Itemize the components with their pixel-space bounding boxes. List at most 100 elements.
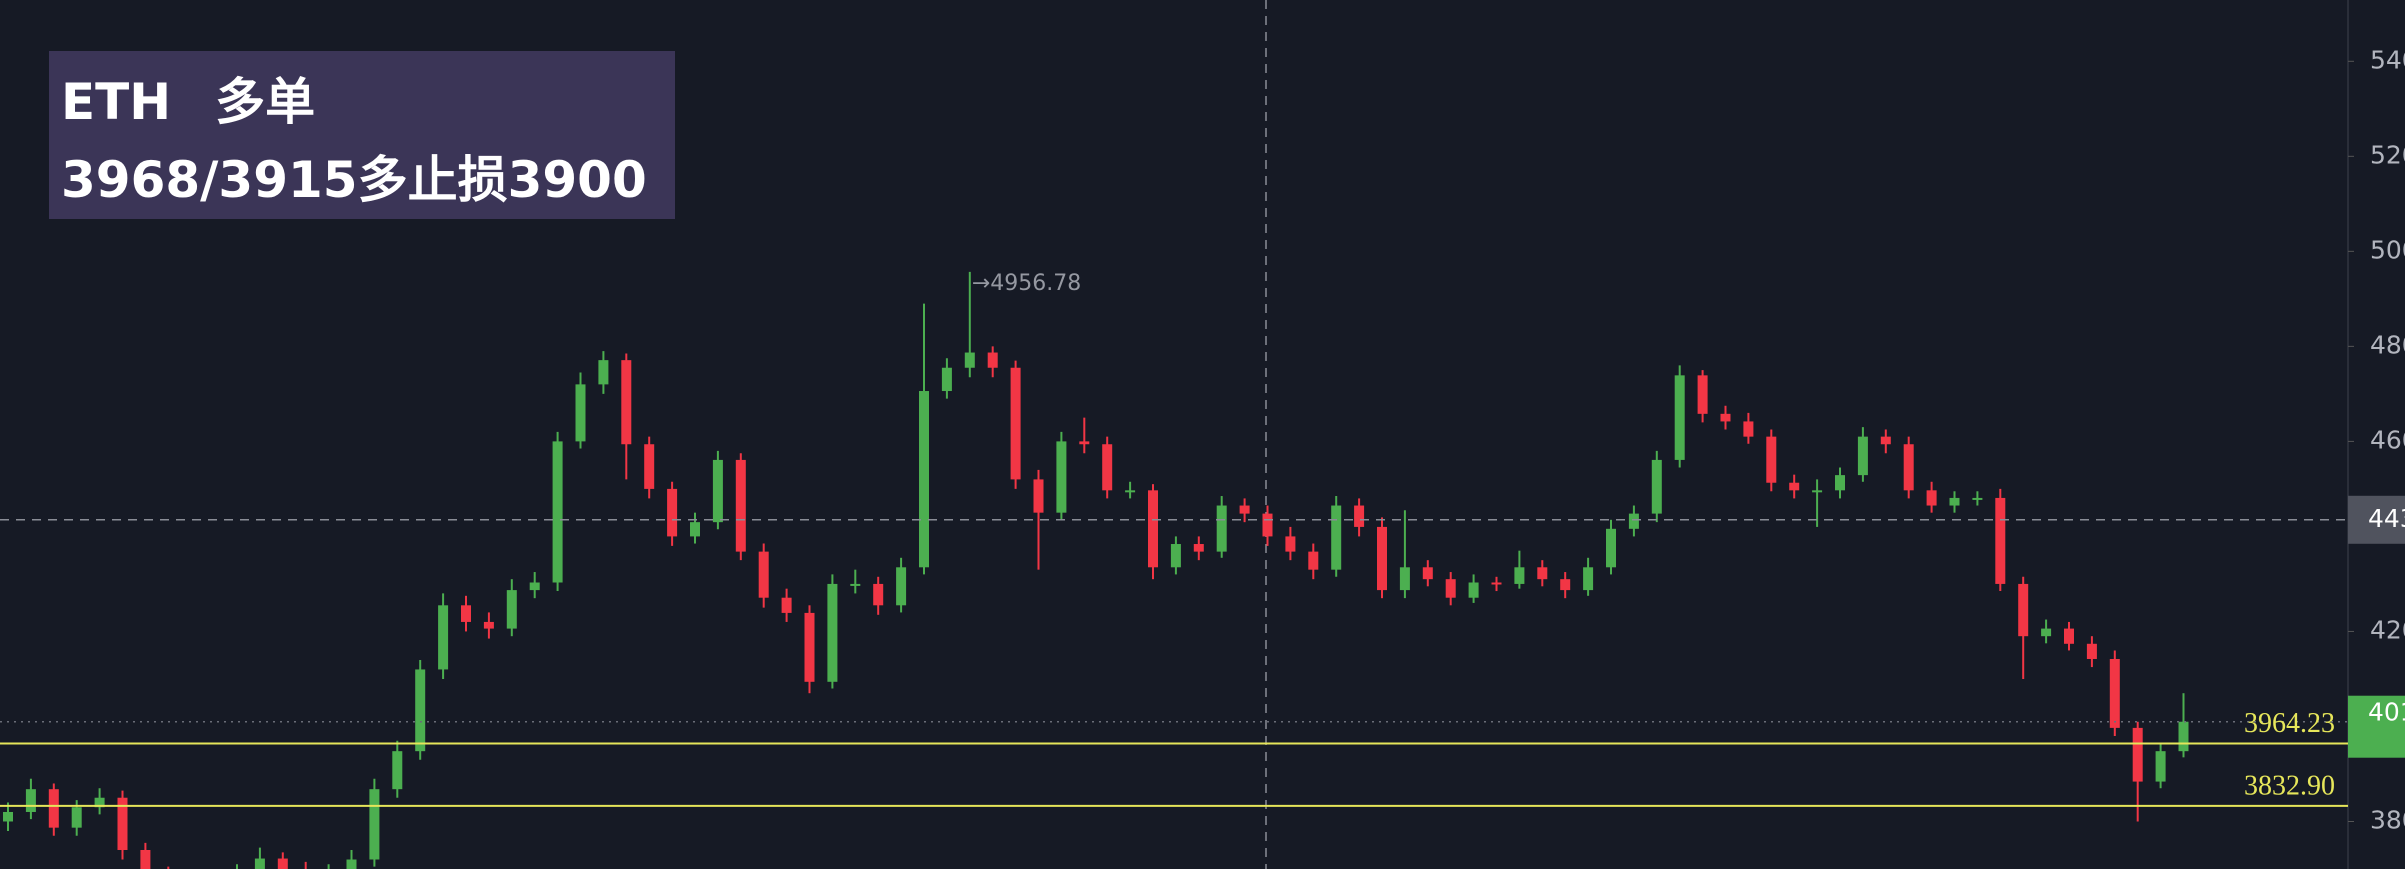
candle-body	[1033, 479, 1044, 513]
candle-body	[1125, 490, 1136, 493]
y-tick-label: 4800	[2370, 330, 2405, 359]
info-box: ETH 多单 3968/3915多止损3900	[49, 51, 675, 219]
crosshair-label-box	[2348, 495, 2405, 544]
candle-body	[919, 391, 929, 568]
candle-body	[2086, 643, 2097, 659]
candle-body	[1399, 567, 1410, 591]
candle-body	[1583, 567, 1594, 591]
candle-body	[850, 583, 861, 586]
y-tick-label: 4200	[2370, 615, 2405, 644]
candle-body	[1949, 497, 1960, 506]
candle-body	[667, 488, 678, 537]
candle-body	[392, 751, 403, 790]
candle-body	[1903, 444, 1914, 491]
candle-body	[598, 360, 609, 385]
candle-body	[1789, 482, 1800, 491]
candle-body	[1193, 544, 1204, 552]
candle-body	[529, 582, 540, 591]
candle-body	[1766, 436, 1777, 483]
candle-body	[1857, 436, 1868, 476]
candle-body	[1285, 536, 1296, 552]
candle-body	[690, 522, 700, 537]
level-label: 3964.23	[2244, 708, 2335, 739]
symbol: ETH	[61, 73, 172, 131]
candle-body	[758, 551, 769, 598]
candle-body	[644, 444, 655, 489]
candle-body	[1926, 490, 1937, 506]
y-tick-label: 3800	[2370, 805, 2405, 834]
crosshair-label: 4435	[2368, 504, 2405, 533]
candle-body	[1491, 582, 1502, 585]
candle-body	[1468, 582, 1479, 598]
candle-body	[1880, 436, 1891, 445]
candle-body	[827, 583, 838, 682]
candle-body	[1377, 526, 1387, 591]
candle-body	[1743, 421, 1754, 437]
candle-body	[1674, 375, 1685, 460]
y-tick-label: 5000	[2370, 235, 2405, 264]
candle-body	[483, 621, 494, 629]
candle-body	[1445, 579, 1456, 598]
candle-body	[117, 797, 128, 850]
candle-body	[1148, 490, 1158, 568]
candle-body	[1010, 367, 1021, 480]
candle-body	[1354, 505, 1365, 527]
candle-body	[1331, 505, 1342, 570]
candle-body	[1056, 441, 1067, 513]
y-tick-label: 4600	[2370, 425, 2405, 454]
candle-body	[94, 797, 105, 808]
candle-body	[1628, 513, 1639, 529]
candle-body	[1537, 567, 1548, 580]
candle-body	[1239, 505, 1250, 514]
candle-body	[2064, 628, 2074, 644]
candle-body	[2132, 727, 2143, 782]
candle-body	[575, 384, 586, 442]
candle-body	[277, 858, 288, 869]
candle-body	[1079, 441, 1090, 445]
candle-body	[1308, 551, 1319, 570]
candle-body	[71, 807, 82, 828]
candle-body	[1720, 413, 1731, 422]
candle-body	[964, 352, 975, 368]
candle-body	[896, 567, 907, 606]
candle-body	[712, 459, 723, 523]
last-price-box	[2348, 695, 2405, 758]
candle-body	[1651, 459, 1662, 514]
candle-body	[1262, 513, 1273, 537]
candle-body	[552, 441, 563, 583]
level-label: 3832.90	[2244, 770, 2335, 801]
candle-body	[506, 590, 517, 629]
candle-body	[2018, 583, 2029, 637]
candle-body	[941, 367, 952, 392]
candle-body	[1606, 528, 1616, 568]
candle-body	[1422, 567, 1433, 580]
candle-body	[369, 789, 380, 860]
candle-body	[3, 811, 13, 822]
candle-body	[1995, 497, 2006, 584]
candle-body	[140, 849, 151, 869]
candle-body	[1216, 505, 1227, 552]
candle-body	[1835, 475, 1845, 491]
y-tick-label: 5200	[2370, 140, 2405, 169]
candle-body	[2155, 751, 2166, 782]
high-annotation: →4956.78	[972, 271, 1081, 296]
candle-body	[1102, 444, 1113, 491]
candle-body	[621, 360, 632, 445]
candle-body	[1560, 579, 1571, 591]
candle-body	[254, 858, 265, 869]
last-price-label: 4010	[2368, 698, 2405, 727]
candle-body	[1812, 490, 1823, 493]
candle-body	[1697, 375, 1708, 414]
candle-body	[461, 605, 471, 622]
candle-body	[873, 583, 884, 606]
candle-body	[25, 789, 36, 812]
candle-body	[735, 459, 746, 552]
candle-body	[987, 352, 998, 368]
candle-body	[346, 859, 357, 869]
plot	[3, 271, 2189, 869]
y-tick-label: 5400	[2370, 45, 2405, 74]
candle-body	[48, 789, 59, 828]
